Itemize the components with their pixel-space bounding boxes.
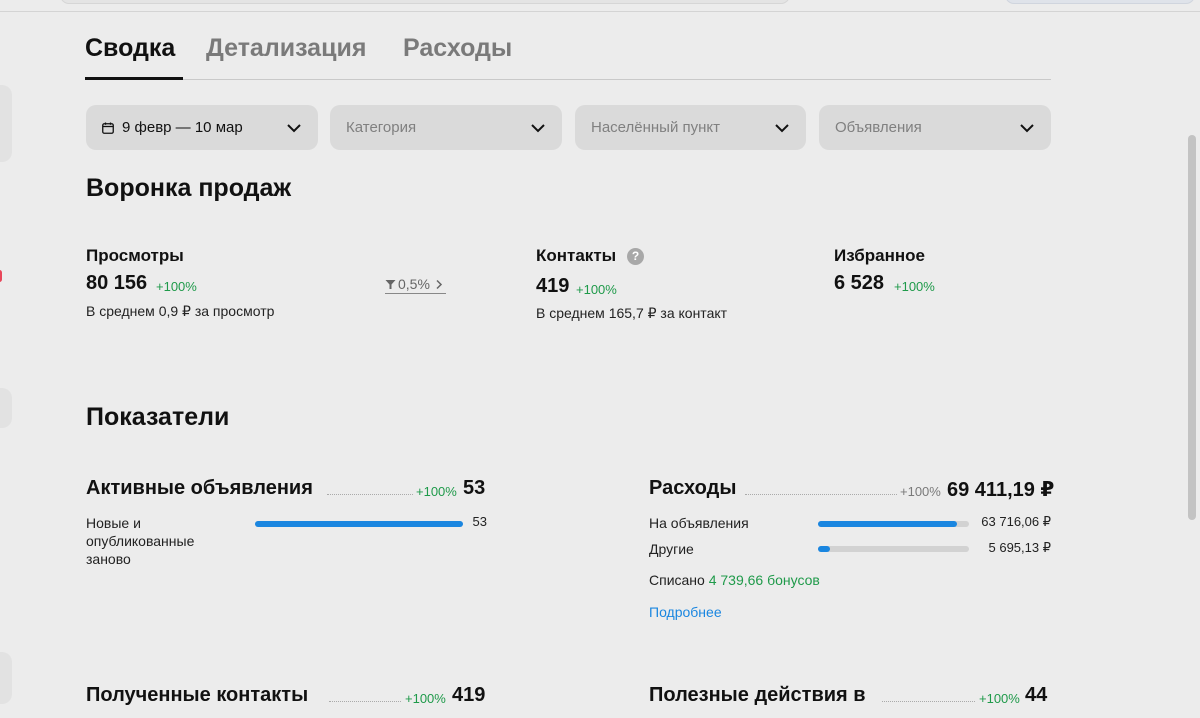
- other-expense-value: 5 695,13 ₽: [988, 540, 1052, 555]
- new-ads-label: Новые и опубликованные заново: [86, 515, 195, 567]
- chevron-down-icon: [775, 123, 789, 132]
- chevron-down-icon: [1020, 123, 1034, 132]
- received-contacts-label: Полученные контакты: [86, 684, 309, 706]
- funnel-title: Воронка продаж: [86, 174, 292, 202]
- useful-actions-change: +100%: [979, 691, 1020, 706]
- other-expense-label: Другие: [649, 541, 694, 557]
- chevron-down-icon: [531, 123, 545, 132]
- notification-dot: [0, 270, 2, 282]
- received-contacts-value: 419: [452, 684, 486, 706]
- location-filter-placeholder: Населённый пункт: [591, 119, 721, 136]
- other-expense-bar: [818, 546, 969, 552]
- toolbar-button-fragment[interactable]: [1005, 0, 1195, 4]
- category-filter-placeholder: Категория: [346, 119, 417, 136]
- views-label: Просмотры: [86, 246, 184, 265]
- writeoff-bonus: 4 739,66 бонусов: [708, 572, 820, 588]
- new-ads-value: 53: [472, 514, 487, 529]
- views-change: +100%: [156, 279, 197, 294]
- sidebar-fragment-3[interactable]: [0, 652, 12, 704]
- tab-expenses[interactable]: Расходы: [403, 34, 513, 62]
- ads-expense-label: На объявления: [649, 515, 749, 531]
- favorites-change: +100%: [894, 279, 935, 294]
- tab-summary[interactable]: Сводка: [85, 34, 176, 62]
- expenses-label: Расходы: [649, 477, 737, 499]
- dotted-leader: [882, 701, 975, 702]
- active-tab-indicator: [85, 77, 183, 80]
- views-note: В среднем 0,9 ₽ за просмотр: [86, 303, 275, 319]
- metrics-title: Показатели: [86, 403, 230, 431]
- category-filter[interactable]: Категория: [330, 105, 562, 150]
- favorites-label: Избранное: [834, 246, 925, 265]
- conversion-link[interactable]: 0,5%: [385, 276, 446, 294]
- other-expense-bar-fill: [818, 546, 831, 552]
- more-details-link[interactable]: Подробнее: [649, 604, 722, 620]
- date-filter-label: 9 февр — 10 мар: [122, 119, 243, 136]
- dotted-leader: [329, 701, 401, 702]
- active-ads-label: Активные объявления: [86, 477, 313, 499]
- conversion-value: 0,5%: [398, 276, 430, 292]
- chevron-right-icon: [436, 279, 442, 289]
- scrollbar-thumb[interactable]: [1188, 135, 1196, 520]
- useful-actions-label: Полезные действия в: [649, 684, 866, 706]
- new-ads-bar: [255, 521, 463, 527]
- filter-icon: [385, 279, 396, 289]
- writeoff-label: Списано: [649, 572, 705, 588]
- contacts-value: 419: [536, 275, 570, 297]
- dotted-leader: [327, 494, 413, 495]
- contacts-change: +100%: [576, 282, 617, 297]
- expenses-change: +100%: [900, 484, 941, 499]
- useful-actions-value: 44: [1025, 684, 1048, 706]
- expenses-value: 69 411,19 ₽: [947, 479, 1055, 501]
- chevron-down-icon: [287, 123, 301, 132]
- ads-expense-value: 63 716,06 ₽: [981, 514, 1051, 529]
- tab-bar: Сводка Детализация Расходы: [85, 30, 1051, 80]
- ads-expense-bar: [818, 521, 969, 527]
- sidebar-fragment-2[interactable]: [0, 388, 12, 428]
- date-filter[interactable]: 9 февр — 10 мар: [86, 105, 318, 150]
- ads-expense-bar-fill: [818, 521, 957, 527]
- help-icon[interactable]: ?: [627, 248, 644, 265]
- tab-details[interactable]: Детализация: [206, 34, 367, 62]
- ads-filter[interactable]: Объявления: [819, 105, 1051, 150]
- writeoff-line: Списано 4 739,66 бонусов: [649, 572, 820, 588]
- views-value: 80 156: [86, 272, 148, 294]
- new-ads-bar-fill: [255, 521, 463, 527]
- received-contacts-change: +100%: [405, 691, 446, 706]
- active-ads-value: 53: [463, 477, 486, 499]
- location-filter[interactable]: Населённый пункт: [575, 105, 806, 150]
- browser-top-strip: [0, 0, 1200, 12]
- ads-filter-placeholder: Объявления: [835, 119, 922, 136]
- contacts-label: Контакты: [536, 246, 617, 265]
- active-ads-change: +100%: [416, 484, 457, 499]
- favorites-value: 6 528: [834, 272, 885, 294]
- sidebar-fragment-1[interactable]: [0, 85, 12, 162]
- address-bar-fragment[interactable]: [60, 0, 790, 4]
- dotted-leader: [745, 494, 897, 495]
- calendar-icon: [102, 122, 114, 134]
- contacts-note: В среднем 165,7 ₽ за контакт: [536, 305, 728, 321]
